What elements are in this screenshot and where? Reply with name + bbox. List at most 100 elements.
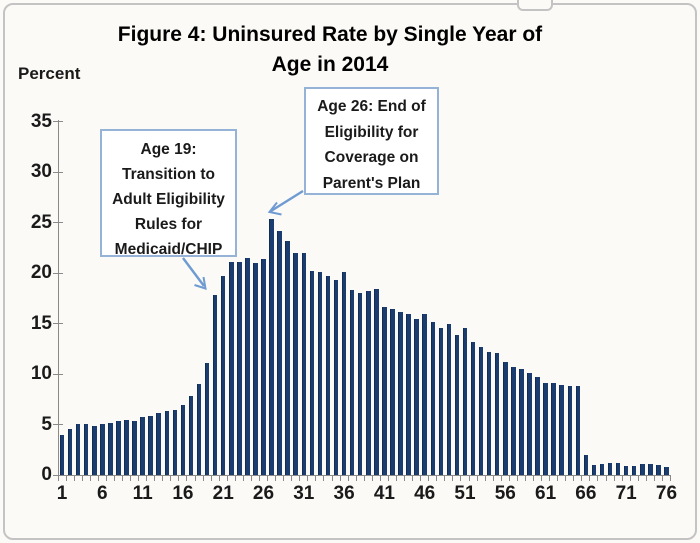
x-axis-tick: [323, 476, 325, 481]
bar: [333, 280, 339, 475]
y-axis-tick: [53, 121, 63, 123]
x-axis-tick: [81, 476, 83, 481]
x-axis-tick: [299, 476, 301, 481]
x-axis-tick: [291, 476, 293, 481]
x-axis-tick: [210, 476, 212, 481]
annotation-age19-line: Medicaid/CHIP: [114, 241, 223, 258]
y-axis-tick: [53, 323, 63, 325]
bar: [309, 271, 315, 475]
x-axis-tick: [275, 476, 277, 481]
x-axis-tick: [89, 476, 91, 481]
x-axis-tick: [363, 476, 365, 481]
bar: [277, 230, 282, 475]
y-axis-line: [58, 120, 59, 475]
x-axis-tick: [637, 476, 639, 481]
x-axis-tick: [661, 476, 663, 481]
x-axis-tick-label: 71: [615, 483, 637, 504]
x-axis-tick: [194, 476, 196, 481]
x-axis-tick: [516, 476, 518, 481]
x-axis-tick: [573, 476, 575, 481]
x-axis-tick: [589, 476, 591, 481]
bar: [478, 346, 484, 475]
x-axis-tick: [524, 476, 526, 481]
x-axis-tick: [395, 476, 397, 481]
bar: [124, 419, 129, 475]
x-axis-tick: [508, 476, 510, 481]
bar: [75, 423, 81, 475]
x-axis-tick: [130, 476, 132, 481]
x-axis-tick: [670, 476, 671, 481]
bar: [325, 276, 331, 475]
y-axis-tick-label: 20: [30, 262, 52, 284]
bar: [59, 434, 65, 475]
x-axis-tick: [541, 476, 543, 481]
x-axis-tick: [283, 476, 285, 481]
x-axis-tick: [484, 476, 486, 481]
x-axis-tick: [565, 476, 567, 481]
bar: [607, 462, 613, 475]
bar: [140, 417, 145, 475]
annotation-age19-line: Rules for: [134, 216, 203, 233]
bar: [229, 262, 234, 475]
chart-title-line1: Figure 4: Uninsured Rate by Single Year …: [117, 23, 543, 46]
bar: [567, 386, 572, 475]
x-axis-tick: [460, 476, 462, 481]
bar: [486, 351, 492, 475]
bar: [543, 383, 548, 475]
bar: [180, 405, 186, 475]
x-axis-line: [58, 475, 671, 476]
x-axis-tick: [629, 476, 631, 481]
x-axis-tick: [557, 476, 559, 481]
x-axis-tick: [428, 476, 430, 481]
chart-title-line2: Age in 2014: [271, 53, 389, 76]
bar: [317, 272, 323, 475]
x-axis-tick-label: 1: [56, 483, 68, 504]
bar: [253, 263, 258, 475]
x-axis-tick: [404, 476, 406, 481]
x-axis-tick: [452, 476, 454, 481]
x-axis-tick: [315, 476, 317, 481]
bar: [390, 308, 395, 475]
x-axis-tick: [492, 476, 494, 481]
bar: [551, 383, 556, 475]
bar: [164, 411, 170, 475]
x-axis-tick-label: 36: [333, 483, 355, 504]
chart-title: Figure 4: Uninsured Rate by Single Year …: [20, 20, 640, 80]
annotation-age19-line: Adult Eligibility: [112, 191, 225, 208]
x-axis-tick: [113, 476, 115, 481]
x-axis-tick: [186, 476, 188, 481]
annotation-age26-line: Age 26: End of: [317, 98, 426, 115]
bar: [494, 352, 500, 475]
x-axis-tick: [202, 476, 204, 481]
bar: [204, 363, 210, 475]
bar: [591, 464, 597, 475]
x-axis-tick: [218, 476, 220, 481]
x-axis-tick: [436, 476, 438, 481]
annotation-age19-line: Age 19:: [140, 141, 197, 158]
bar: [245, 258, 250, 475]
bar: [422, 313, 427, 475]
x-axis-tick-label: 61: [535, 483, 557, 504]
bar: [269, 218, 274, 475]
annotation-age26-line: Parent's Plan: [322, 174, 421, 192]
bar: [470, 341, 476, 475]
bar: [237, 262, 242, 475]
x-axis-tick: [226, 476, 228, 481]
x-axis-tick: [476, 476, 478, 481]
annotation-age26-line: Eligibility for: [324, 123, 419, 141]
y-axis-tick: [53, 171, 63, 173]
annotation-age26-line: Coverage on: [324, 149, 419, 166]
bar: [656, 464, 661, 475]
x-axis-tick: [613, 476, 615, 481]
bar: [454, 334, 460, 475]
x-axis-tick-label: 46: [414, 483, 436, 504]
x-axis-tick: [532, 476, 534, 481]
x-axis-tick-label: 51: [454, 483, 476, 504]
bar: [172, 410, 178, 475]
y-axis-tick: [53, 373, 63, 375]
x-axis-tick: [307, 476, 309, 481]
x-axis-tick: [444, 476, 446, 481]
bar: [382, 306, 387, 475]
